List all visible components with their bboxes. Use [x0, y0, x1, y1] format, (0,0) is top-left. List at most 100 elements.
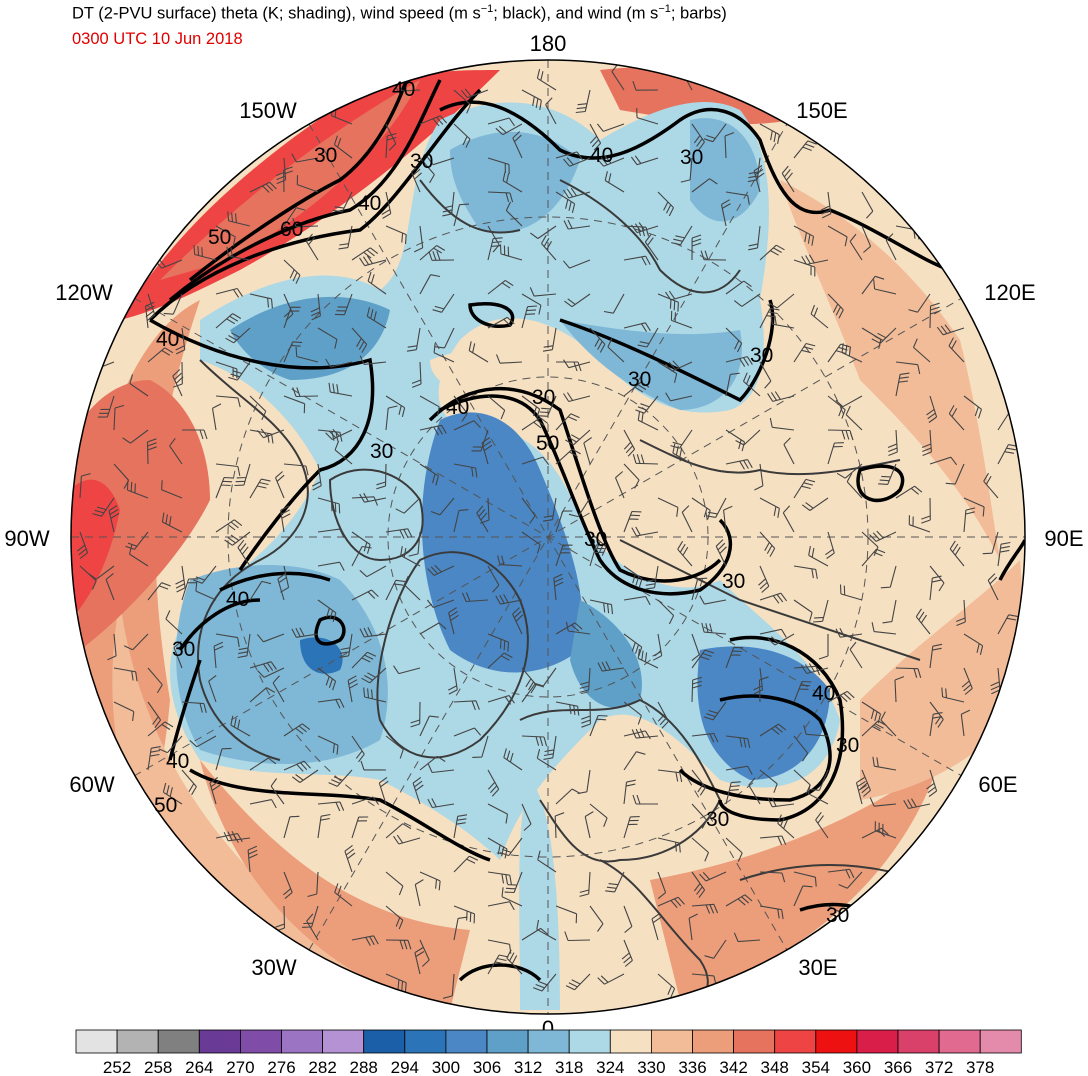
wind-barb — [256, 633, 285, 643]
wind-barb — [961, 667, 973, 695]
wind-barb — [632, 794, 658, 805]
wind-barb — [759, 497, 780, 518]
colorbar-label: 342 — [719, 1058, 747, 1076]
wind-barb — [706, 497, 727, 518]
colorbar-swatch — [281, 1029, 323, 1054]
wind-barb — [759, 905, 784, 920]
wind-barb — [376, 463, 387, 490]
wind-barb — [699, 595, 727, 605]
colorbar-label: 372 — [925, 1058, 953, 1076]
colorbar-swatch — [651, 1029, 693, 1054]
wind-barb — [453, 395, 468, 422]
colorbar-label: 336 — [678, 1058, 706, 1076]
wind-barb — [381, 191, 392, 219]
wind-barb — [929, 456, 958, 466]
wind-barb — [426, 156, 455, 166]
wind-barb — [249, 395, 267, 421]
wind-barb — [97, 395, 115, 418]
wind-barb — [632, 81, 659, 91]
contour-labels: 40 30 60 50 40 30 40 30 40 30 30 40 50 3… — [154, 78, 859, 927]
wind-barb — [855, 777, 867, 805]
wind-barb — [963, 497, 985, 517]
wind-barb — [503, 748, 523, 771]
wind-barb — [793, 478, 816, 499]
wind-barb — [169, 437, 183, 465]
wind-barb — [921, 429, 932, 457]
wind-barb — [367, 271, 387, 295]
colorbar-swatch — [856, 1029, 899, 1054]
wind-barb — [555, 151, 583, 161]
wind-barb — [691, 903, 719, 914]
wind-barb — [147, 721, 174, 737]
wind-barb — [555, 413, 580, 431]
wind-barb — [499, 244, 523, 261]
wind-barb — [555, 622, 583, 635]
wind-barb — [277, 573, 288, 601]
colorbar-label: 270 — [226, 1058, 254, 1076]
wind-barb — [579, 667, 591, 693]
wind-barb — [487, 316, 515, 329]
contour-label: 30 — [680, 146, 703, 169]
wind-barb — [283, 395, 306, 414]
colorbar-label: 348 — [761, 1058, 789, 1076]
wind-barb — [317, 801, 345, 812]
wind-barb — [291, 627, 319, 638]
wind-barb — [481, 437, 493, 465]
wind-barb — [487, 871, 512, 885]
colorbar-swatch — [979, 1029, 1022, 1054]
wind-barb — [759, 123, 780, 144]
wind-barb — [820, 191, 832, 219]
wind-barb — [435, 327, 455, 349]
wind-barb — [208, 674, 217, 703]
wind-barb — [428, 251, 455, 261]
wind-barb — [725, 280, 752, 295]
wind-barb — [563, 392, 591, 403]
wind-barb — [487, 694, 515, 705]
wind-barb — [691, 676, 702, 703]
wind-barb — [385, 123, 397, 151]
wind-barb — [869, 530, 897, 542]
wind-barb — [589, 327, 606, 353]
wind-barb — [385, 939, 412, 950]
colorbar-swatch — [568, 1029, 611, 1054]
wind-barb — [691, 803, 708, 829]
wind-barb — [414, 947, 425, 975]
wind-barb — [165, 610, 183, 635]
wind-barb — [987, 573, 999, 601]
wind-barb — [122, 429, 149, 444]
wind-barb — [758, 676, 769, 703]
wind-barb — [317, 735, 339, 755]
wind-barb — [929, 565, 945, 592]
wind-barb — [725, 646, 744, 669]
wind-barb — [234, 463, 251, 487]
wind-barb — [225, 327, 251, 344]
wind-barb — [211, 403, 222, 431]
wind-barb — [691, 837, 710, 862]
wind-barb — [495, 123, 523, 136]
wind-barb — [793, 259, 816, 277]
wind-barb — [688, 913, 698, 941]
wind-barb — [347, 675, 359, 703]
colorbar-label: 324 — [596, 1058, 624, 1076]
wind-barb — [623, 701, 642, 725]
wind-barb — [596, 123, 625, 132]
wind-barb — [295, 346, 319, 363]
map-boundary — [70, 59, 1026, 1015]
wind-barb — [317, 561, 345, 571]
wind-barb — [874, 821, 897, 839]
contour-label: 40 — [166, 750, 189, 773]
colorbar-label: 318 — [555, 1058, 583, 1076]
wind-barb — [782, 505, 795, 533]
wind-barb — [419, 871, 441, 891]
wind-barb — [849, 233, 863, 261]
wind-barb — [859, 769, 872, 797]
wind-barb — [283, 723, 311, 737]
wind-barb — [565, 621, 591, 635]
wind-barb — [921, 497, 931, 524]
colorbar-label: 330 — [637, 1058, 665, 1076]
wind-barb — [408, 531, 421, 557]
wind-barb — [753, 165, 765, 193]
wind-barb — [949, 540, 965, 567]
wind-barb — [827, 395, 846, 419]
